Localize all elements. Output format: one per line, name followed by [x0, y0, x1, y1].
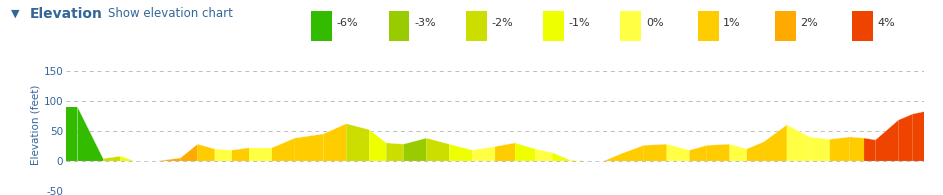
Polygon shape [215, 149, 232, 161]
FancyBboxPatch shape [543, 11, 564, 41]
FancyBboxPatch shape [698, 11, 719, 41]
FancyBboxPatch shape [775, 11, 796, 41]
Polygon shape [644, 144, 667, 161]
Polygon shape [249, 148, 272, 161]
Polygon shape [667, 144, 689, 161]
Polygon shape [850, 137, 864, 161]
Polygon shape [570, 160, 587, 161]
Polygon shape [295, 134, 323, 161]
Polygon shape [830, 137, 850, 161]
Polygon shape [472, 146, 495, 161]
Polygon shape [370, 130, 387, 161]
Polygon shape [864, 138, 875, 161]
Polygon shape [180, 144, 198, 161]
FancyBboxPatch shape [620, 11, 641, 41]
Polygon shape [689, 145, 706, 161]
Polygon shape [515, 143, 535, 161]
Polygon shape [232, 148, 249, 161]
Text: -1%: -1% [569, 18, 590, 28]
Polygon shape [323, 124, 346, 161]
Polygon shape [346, 124, 370, 161]
Polygon shape [495, 143, 515, 161]
Polygon shape [913, 112, 924, 161]
Polygon shape [620, 145, 644, 161]
Polygon shape [426, 138, 449, 161]
FancyBboxPatch shape [852, 11, 873, 41]
Polygon shape [786, 125, 810, 161]
Polygon shape [730, 144, 747, 161]
Text: 2%: 2% [801, 18, 819, 28]
Text: 1%: 1% [723, 18, 741, 28]
Polygon shape [198, 144, 215, 161]
Text: ▼: ▼ [11, 9, 20, 19]
Y-axis label: Elevation (feet): Elevation (feet) [31, 85, 41, 165]
Polygon shape [535, 149, 553, 161]
Polygon shape [706, 144, 730, 161]
Polygon shape [77, 107, 103, 161]
Polygon shape [747, 142, 764, 161]
Polygon shape [875, 120, 899, 161]
FancyBboxPatch shape [466, 11, 487, 41]
Text: -3%: -3% [414, 18, 436, 28]
Polygon shape [553, 152, 570, 161]
Polygon shape [272, 138, 295, 161]
Polygon shape [604, 154, 620, 161]
Polygon shape [899, 114, 913, 161]
Polygon shape [103, 156, 121, 161]
Polygon shape [764, 125, 786, 161]
Text: -6%: -6% [337, 18, 358, 28]
Polygon shape [387, 143, 404, 161]
Polygon shape [157, 158, 180, 161]
Text: 0%: 0% [646, 18, 664, 28]
Polygon shape [404, 138, 426, 161]
Polygon shape [66, 107, 77, 161]
Polygon shape [449, 144, 472, 161]
Text: -2%: -2% [491, 18, 513, 28]
Polygon shape [810, 137, 830, 161]
FancyBboxPatch shape [311, 11, 332, 41]
Text: Show elevation chart: Show elevation chart [108, 7, 233, 20]
Polygon shape [121, 156, 135, 161]
Text: 4%: 4% [878, 18, 896, 28]
FancyBboxPatch shape [389, 11, 409, 41]
Text: Elevation: Elevation [30, 7, 103, 21]
